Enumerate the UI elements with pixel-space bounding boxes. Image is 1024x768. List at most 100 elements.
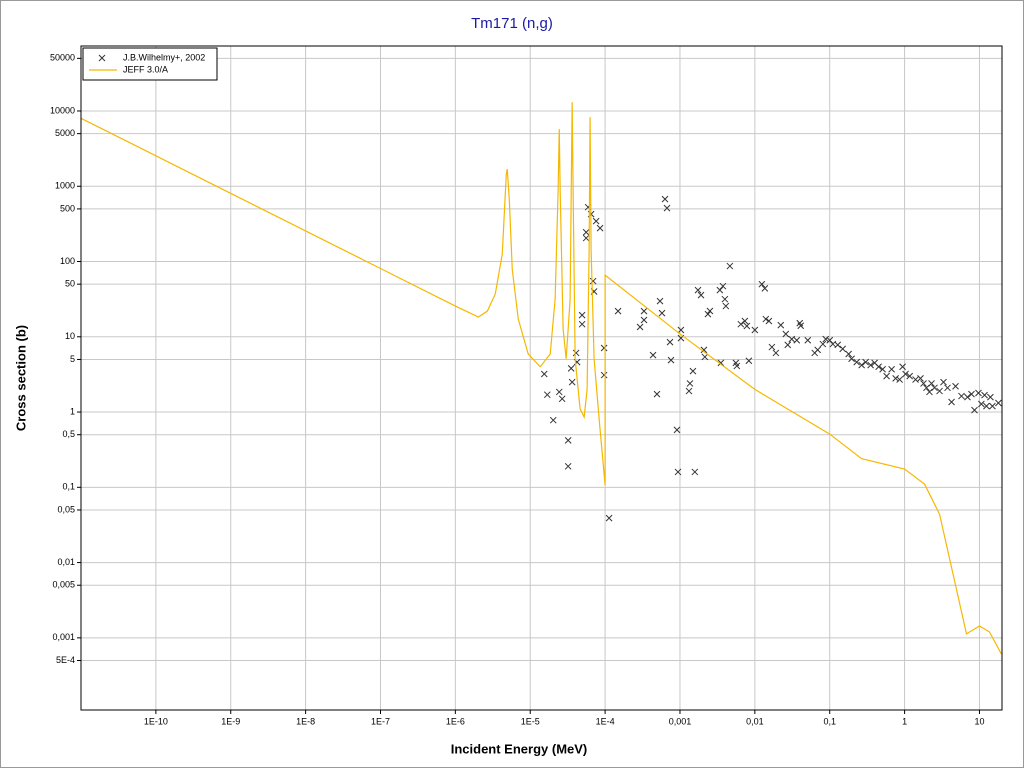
y-tick-label: 50 [65, 279, 75, 289]
x-tick-label: 0,01 [746, 716, 764, 726]
data-point [658, 309, 666, 317]
data-point [765, 317, 773, 325]
y-tick-label: 10 [65, 331, 75, 341]
data-point [582, 228, 590, 236]
x-tick-label: 1E-6 [446, 716, 465, 726]
data-point [948, 398, 955, 406]
data-point [582, 234, 590, 242]
data-point [656, 297, 664, 305]
data-point [605, 514, 613, 522]
legend-label: JEFF 3.0/A [123, 64, 168, 74]
data-point [899, 363, 906, 371]
data-point [804, 336, 812, 344]
data-point [928, 380, 935, 387]
data-point [686, 380, 694, 387]
y-tick-label: 0,5 [62, 429, 75, 439]
data-point [862, 358, 870, 366]
data-point [701, 353, 709, 361]
y-tick-label: 100 [60, 256, 75, 266]
data-point [717, 359, 725, 367]
x-tick-label: 1E-5 [521, 716, 540, 726]
x-tick-label: 1E-10 [144, 716, 168, 726]
data-point [564, 437, 572, 444]
data-point [995, 399, 1002, 407]
x-axis-label: Incident Energy (MeV) [451, 741, 588, 756]
data-point [879, 365, 886, 373]
data-point [968, 390, 975, 398]
data-point [697, 291, 705, 299]
data-point [733, 362, 741, 370]
data-point [640, 316, 648, 324]
data-point [592, 217, 600, 225]
data-point [751, 326, 759, 334]
data-point [853, 358, 861, 366]
data-point [797, 322, 805, 330]
data-point [689, 367, 697, 375]
data-point [958, 392, 965, 400]
x-tick-label: 1E-4 [596, 716, 615, 726]
data-point [793, 336, 801, 344]
x-tick-label: 1E-7 [371, 716, 390, 726]
data-point [614, 307, 622, 315]
data-point [636, 323, 644, 331]
data-point [567, 365, 575, 372]
data-point [640, 307, 648, 315]
data-point [691, 468, 699, 476]
data-point [777, 321, 785, 329]
x-tick-label: 1E-8 [296, 716, 315, 726]
data-point [704, 310, 712, 318]
data-point [987, 393, 994, 401]
data-point [558, 395, 566, 403]
data-point [784, 341, 792, 349]
data-point [543, 391, 551, 399]
data-point [983, 402, 990, 410]
grid [81, 46, 1002, 710]
data-point [584, 203, 592, 211]
data-point [685, 387, 693, 395]
data-point [661, 195, 669, 203]
data-point [741, 317, 749, 325]
data-point [726, 262, 734, 270]
data-point [926, 388, 933, 396]
ticks: 1E-10 1E-9 1E-8 1E-7 1E-6 1E-5 1E-4 0,001 0,01 0,… [50, 53, 985, 727]
data-point [978, 400, 985, 408]
data-point [743, 322, 751, 330]
data-point [761, 284, 769, 292]
data-point [719, 282, 727, 290]
data-point [912, 376, 919, 383]
data-point [819, 340, 827, 348]
x-tick-label: 0,1 [823, 716, 836, 726]
y-tick-label: 50000 [50, 53, 75, 63]
data-point [758, 280, 766, 288]
data-point [822, 335, 830, 343]
data-point [772, 349, 780, 357]
data-point [875, 363, 882, 371]
y-tick-label: 1 [70, 406, 75, 416]
data-point [716, 286, 724, 294]
marks [81, 102, 1002, 655]
y-tick-label: 1000 [55, 181, 75, 191]
data-point [663, 204, 671, 212]
data-point [971, 406, 978, 414]
x-tick-label: 0,001 [669, 716, 692, 726]
y-tick-label: 500 [60, 203, 75, 213]
data-point [888, 365, 895, 373]
data-point [989, 402, 996, 410]
data-point [762, 315, 770, 323]
data-point [737, 320, 745, 328]
data-point [673, 426, 681, 434]
data-point [589, 277, 597, 285]
data-point [839, 345, 847, 353]
plot-area [81, 46, 1002, 710]
data-point [674, 468, 682, 476]
data-point [549, 416, 557, 424]
data-point [896, 376, 903, 383]
data-point [906, 372, 914, 380]
data-point [700, 346, 708, 354]
data-point [600, 344, 608, 352]
data-point [745, 357, 753, 365]
y-tick-label: 0,001 [52, 632, 75, 642]
data-point [694, 286, 702, 294]
data-point [814, 346, 822, 354]
